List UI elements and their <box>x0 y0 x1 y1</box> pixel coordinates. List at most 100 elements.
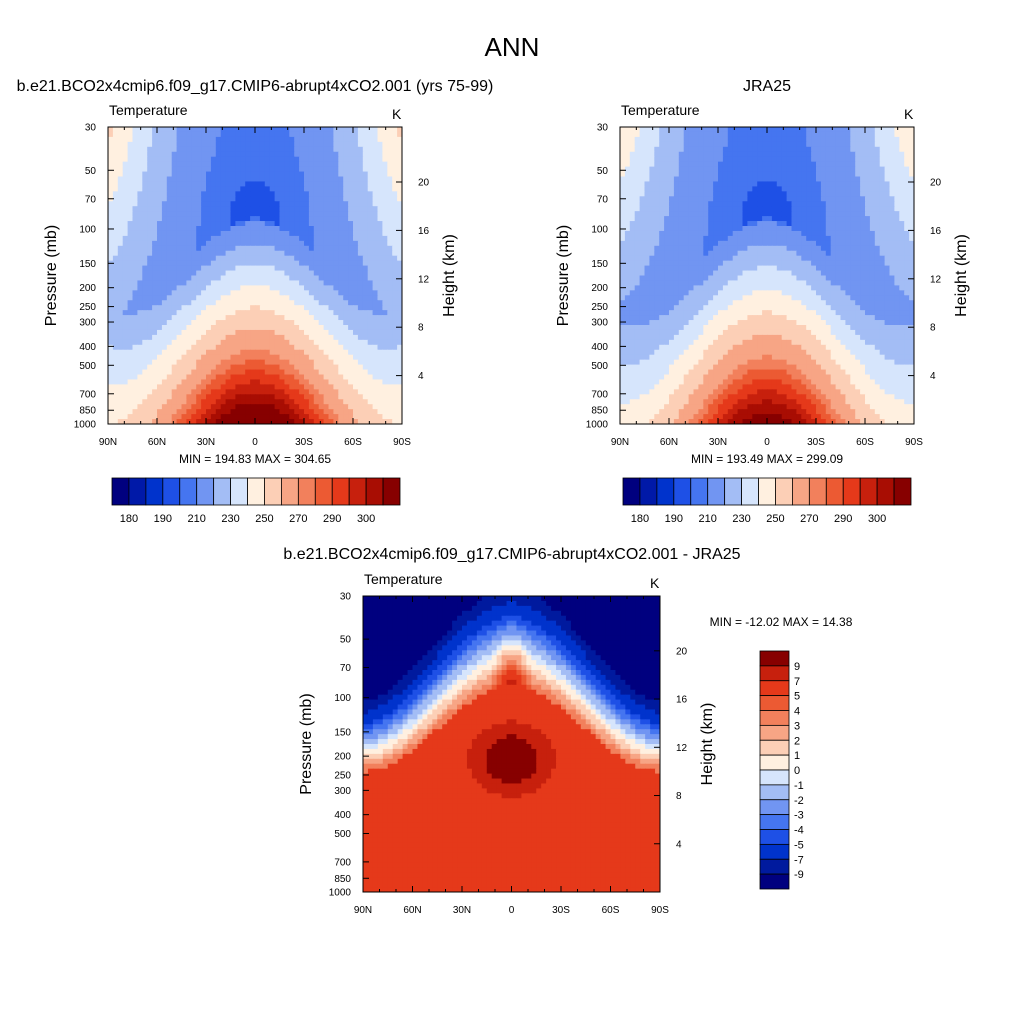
field-cell <box>397 329 402 336</box>
field-cell <box>191 305 197 311</box>
field-cell <box>122 300 129 306</box>
field-cell <box>220 280 227 286</box>
field-cell <box>225 235 232 242</box>
field-cell <box>796 181 802 187</box>
field-cell <box>313 136 320 143</box>
field-cell <box>909 226 914 232</box>
field-cell <box>869 206 876 212</box>
field-cell <box>274 325 281 331</box>
field-cell <box>343 166 349 173</box>
field-cell <box>181 359 187 366</box>
field-cell <box>762 216 768 222</box>
field-cell <box>235 211 241 217</box>
field-cell <box>869 216 876 222</box>
field-cell <box>669 186 675 192</box>
field-cell <box>299 285 305 291</box>
field-cell <box>112 141 119 148</box>
field-cell <box>869 156 876 163</box>
field-cell <box>235 260 241 267</box>
field-cell <box>294 334 300 341</box>
field-cell <box>215 127 222 133</box>
field-cell <box>757 156 763 163</box>
field-cell <box>313 176 320 183</box>
field-cell <box>708 226 714 232</box>
field-cell <box>206 191 212 197</box>
field-cell <box>186 359 192 366</box>
y-tick-label: 200 <box>79 283 96 294</box>
field-cell <box>137 310 143 316</box>
field-cell <box>269 404 276 410</box>
field-cell <box>791 206 797 212</box>
field-cell <box>108 354 114 361</box>
field-cell <box>304 414 310 420</box>
field-cell <box>308 156 315 163</box>
field-cell <box>157 211 163 217</box>
field-cell <box>127 374 134 381</box>
field-cell <box>132 379 138 385</box>
field-cell <box>372 349 379 356</box>
field-cell <box>176 270 183 277</box>
field-cell <box>210 226 217 232</box>
field-cell <box>250 349 256 356</box>
field-cell <box>377 181 383 187</box>
field-cell <box>112 285 119 291</box>
field-cell <box>894 136 900 143</box>
field-cell <box>669 206 675 212</box>
field-cell <box>274 191 281 197</box>
field-cell <box>210 151 217 158</box>
field-cell <box>108 127 114 133</box>
field-cell <box>210 414 217 420</box>
field-cell <box>250 329 256 336</box>
field-cell <box>210 221 217 227</box>
field-cell <box>196 399 202 405</box>
field-cell <box>771 221 778 227</box>
field-cell <box>176 260 183 267</box>
field-cell <box>206 181 212 187</box>
field-cell <box>210 245 217 252</box>
field-cell <box>678 131 685 138</box>
field-cell <box>108 141 114 148</box>
field-cell <box>654 211 660 217</box>
colorbar-swatch <box>230 477 248 506</box>
field-cell <box>688 131 695 138</box>
field-cell <box>338 186 344 192</box>
field-cell <box>387 245 393 252</box>
field-cell <box>382 414 388 420</box>
field-cell <box>274 300 281 306</box>
field-cell <box>693 211 699 217</box>
field-cell <box>889 156 895 163</box>
field-cell <box>171 270 178 277</box>
field-cell <box>845 151 851 158</box>
field-cell <box>264 419 271 424</box>
field-cell <box>348 325 354 331</box>
field-cell <box>210 127 217 133</box>
field-cell <box>328 206 334 212</box>
field-cell <box>299 265 305 272</box>
field-cell <box>323 374 330 381</box>
field-cell <box>201 315 207 321</box>
field-cell <box>176 230 183 237</box>
field-cell <box>171 374 178 381</box>
field-cell <box>830 211 837 217</box>
field-cell <box>767 127 773 133</box>
field-cell <box>152 290 158 296</box>
field-cell <box>708 201 714 207</box>
field-cell <box>348 315 354 321</box>
field-cell <box>904 156 910 163</box>
field-cell <box>752 136 758 143</box>
field-cell <box>279 176 285 183</box>
field-cell <box>269 359 276 366</box>
field-cell <box>362 131 369 138</box>
field-cell <box>884 206 891 212</box>
field-cell <box>752 176 758 183</box>
field-cell <box>397 339 402 346</box>
field-cell <box>649 196 655 202</box>
field-cell <box>703 216 709 222</box>
field-cell <box>176 211 183 217</box>
field-cell <box>259 171 266 178</box>
field-cell <box>323 265 330 272</box>
field-cell <box>255 151 261 158</box>
field-cell <box>367 146 374 153</box>
field-cell <box>161 315 168 321</box>
field-cell <box>732 191 739 197</box>
